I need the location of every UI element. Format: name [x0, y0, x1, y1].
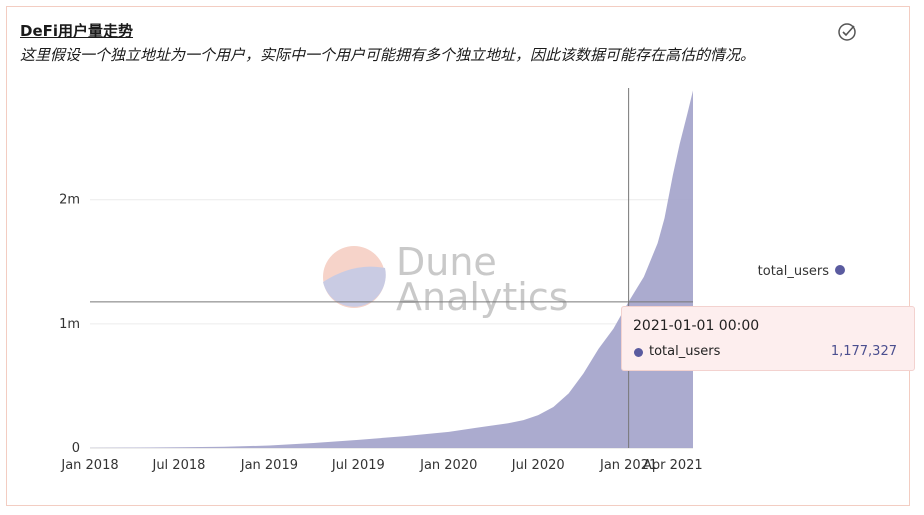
chart-subtitle: 这里假设一个独立地址为一个用户，实际中一个用户可能拥有多个独立地址，因此该数据可…: [20, 46, 756, 64]
tooltip-series-dot: [634, 348, 643, 357]
legend-dot: [835, 265, 845, 275]
watermark-line1: Dune: [396, 240, 497, 284]
x-tick-label: Apr 2021: [643, 458, 703, 473]
watermark: Dune Analytics: [323, 240, 569, 319]
watermark-line2: Analytics: [396, 275, 569, 319]
x-tick-label: Jul 2019: [331, 458, 385, 473]
x-tick-label: Jul 2018: [151, 458, 205, 473]
crosshair: [90, 88, 693, 448]
tooltip-series-name: total_users: [649, 344, 721, 359]
chart-title[interactable]: DeFi用户量走势: [20, 22, 134, 40]
x-tick-label: Jan 2021: [599, 458, 657, 473]
watermark-logo-bottom: [323, 266, 386, 307]
tooltip-date: 2021-01-01 00:00: [633, 318, 760, 334]
legend-label: total_users: [758, 264, 830, 279]
x-tick-label: Jan 2019: [240, 458, 298, 473]
y-tick-label: 0: [72, 441, 80, 456]
y-tick-label: 2m: [59, 193, 80, 208]
x-tick-label: Jul 2020: [511, 458, 565, 473]
chart-card: DeFi用户量走势 这里假设一个独立地址为一个用户，实际中一个用户可能拥有多个独…: [6, 6, 910, 506]
y-axis-ticks: 0 1m 2m: [59, 193, 80, 456]
series-area-total_users: [90, 90, 693, 448]
tooltip-value: 1,177,327: [830, 344, 897, 359]
x-axis-ticks: Jan 2018 Jul 2018 Jan 2019 Jul 2019 Jan 2020…: [60, 458, 702, 473]
x-tick-label: Jan 2018: [60, 458, 118, 473]
y-tick-label: 1m: [59, 317, 80, 332]
check-circle-icon[interactable]: [836, 21, 858, 43]
legend[interactable]: total_users: [758, 264, 845, 279]
tooltip: 2021-01-01 00:00 total_users 1,177,327: [621, 306, 915, 371]
x-tick-label: Jan 2020: [419, 458, 477, 473]
